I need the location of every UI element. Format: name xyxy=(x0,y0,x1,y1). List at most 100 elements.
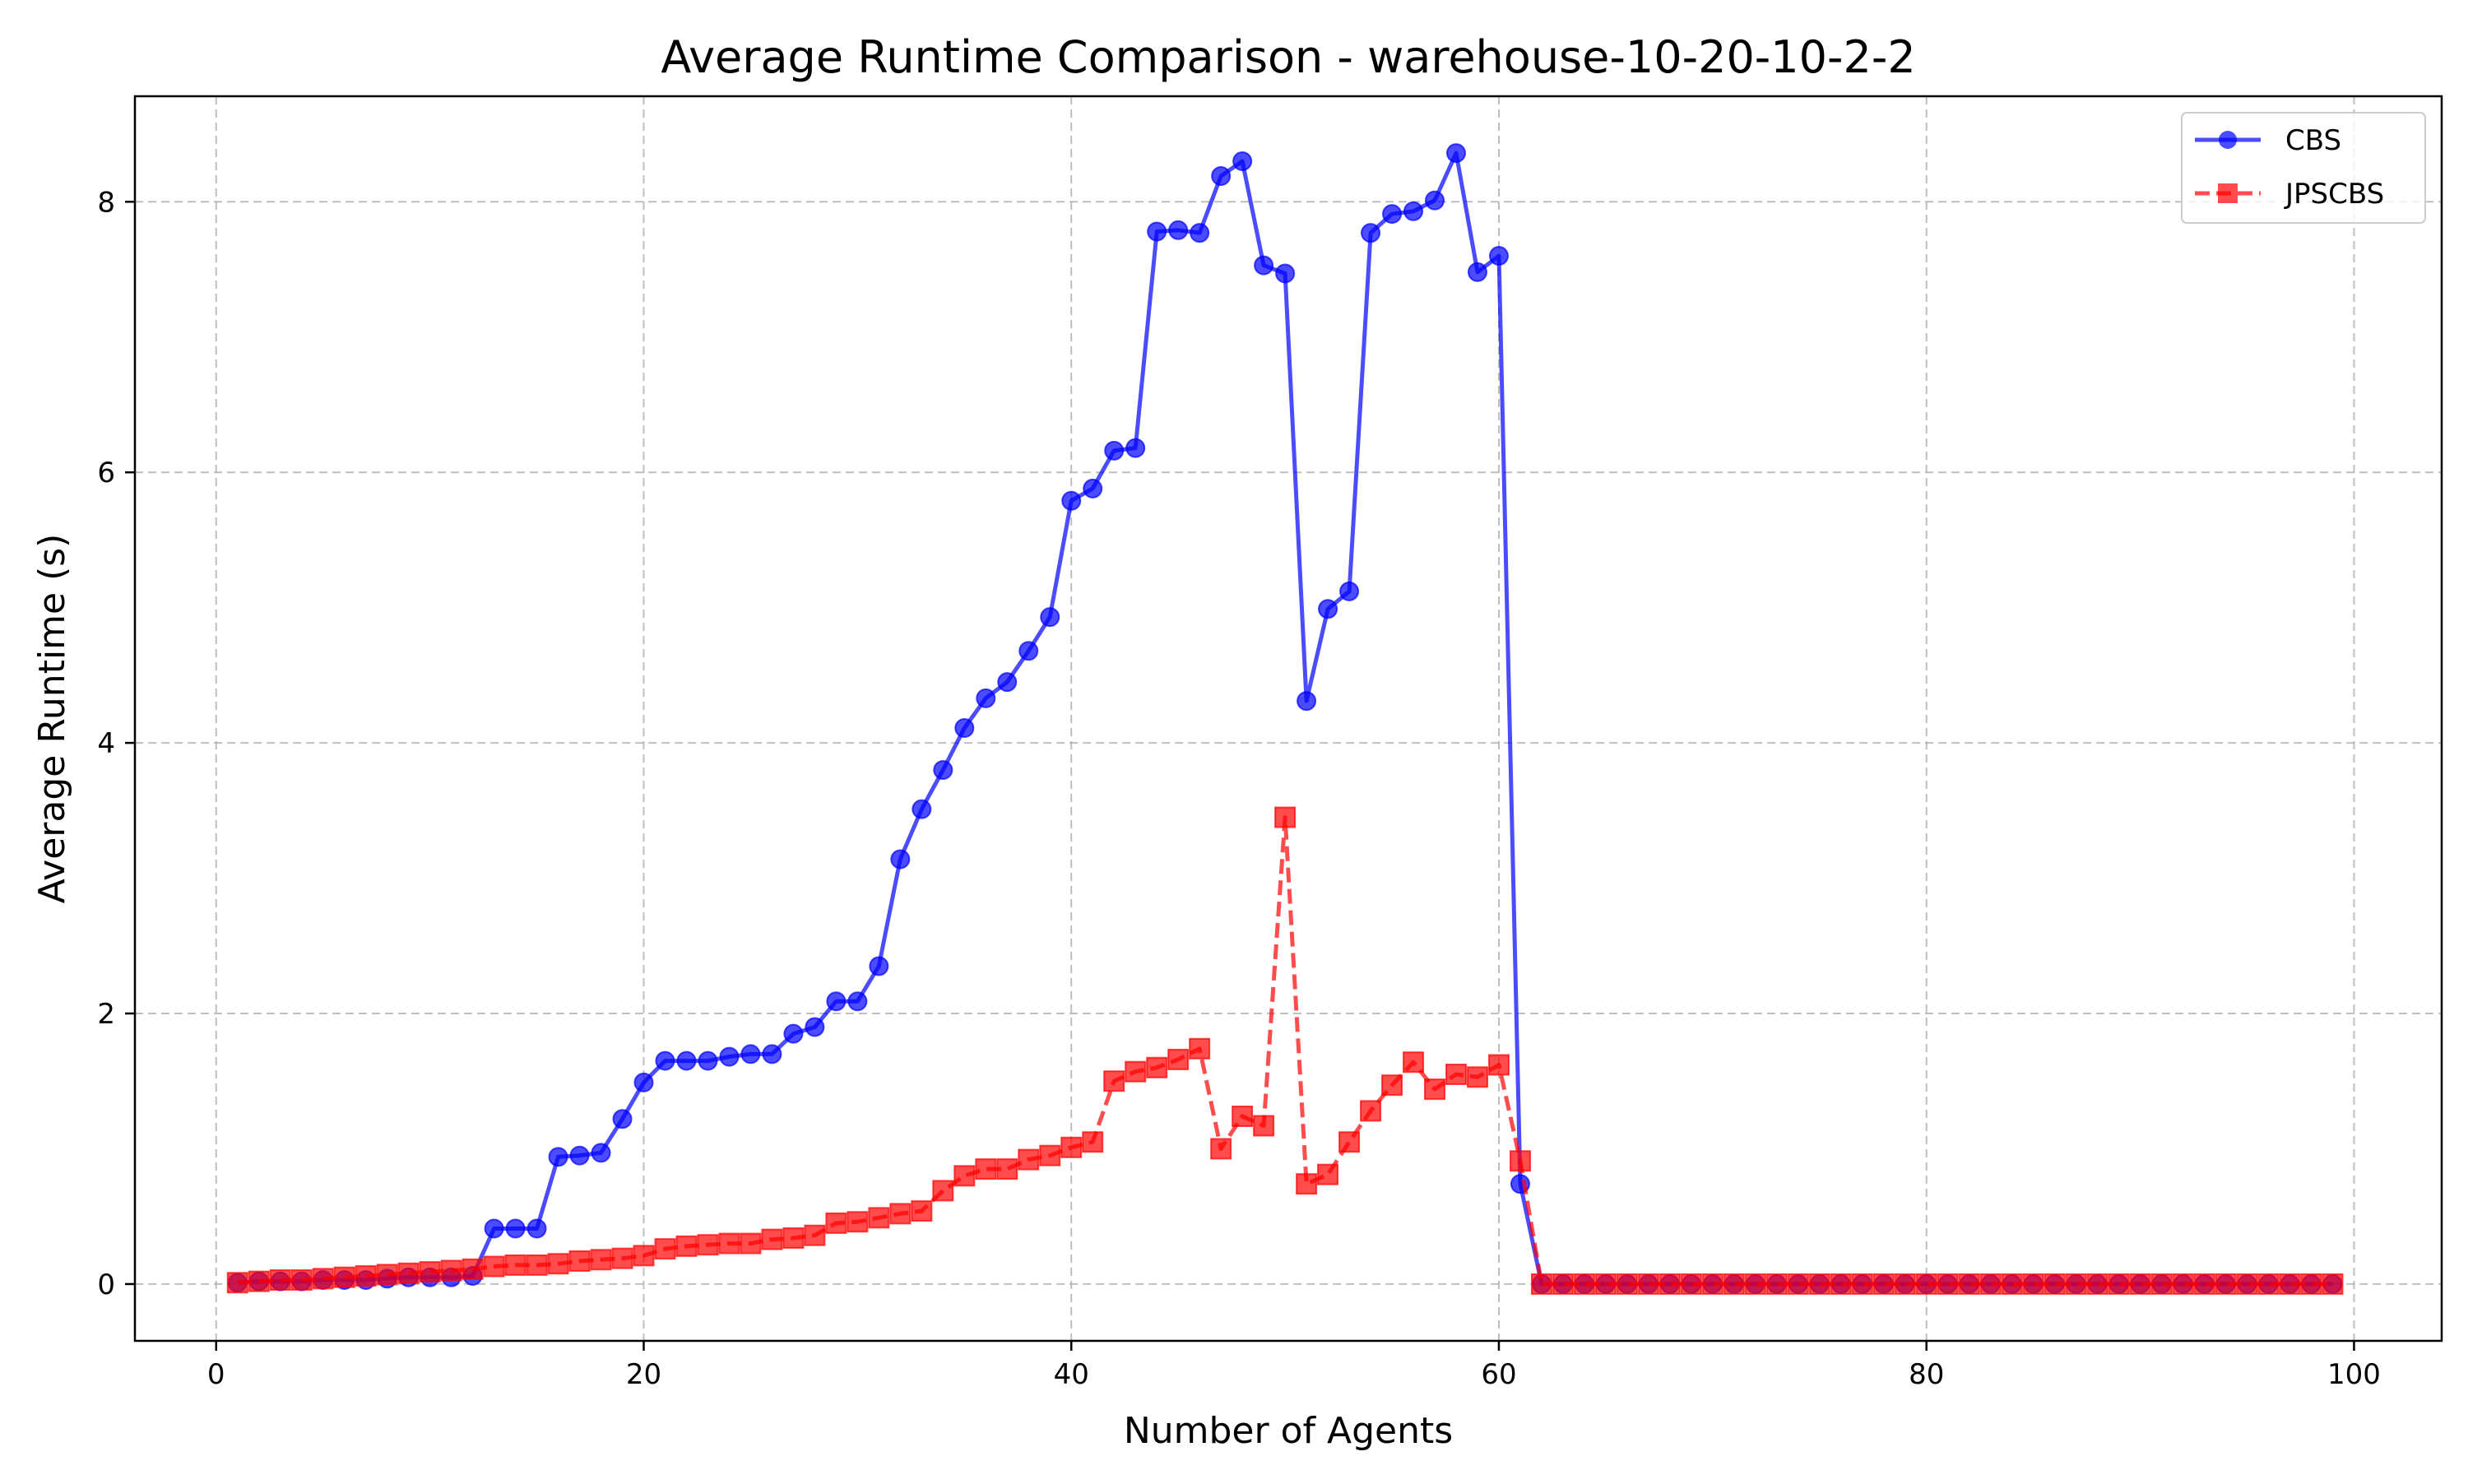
cbs-point xyxy=(1361,223,1381,243)
y-tick-label: 2 xyxy=(97,998,115,1031)
jpscbs-point xyxy=(483,1255,505,1278)
cbs-point xyxy=(1297,691,1317,712)
y-tick-label: 4 xyxy=(97,727,115,760)
jpscbs-point xyxy=(1445,1064,1467,1086)
jpscbs-point xyxy=(1637,1273,1659,1295)
jpscbs-point xyxy=(1403,1051,1425,1074)
cbs-point xyxy=(826,991,847,1012)
jpscbs-point xyxy=(376,1264,398,1286)
jpscbs-point xyxy=(782,1227,805,1250)
chart-title: Average Runtime Comparison - warehouse-1… xyxy=(661,31,1915,83)
jpscbs-point xyxy=(2193,1273,2215,1295)
cbs-point xyxy=(1190,223,1210,243)
jpscbs-point xyxy=(1189,1037,1211,1060)
jpscbs-point xyxy=(312,1268,334,1290)
jpscbs-point xyxy=(1744,1273,1766,1295)
x-tick-label: 20 xyxy=(626,1358,661,1391)
jpscbs-point xyxy=(1146,1056,1168,1078)
cbs-point xyxy=(1403,201,1424,221)
jpscbs-point xyxy=(1296,1173,1318,1195)
jpscbs-point xyxy=(1487,1054,1510,1076)
jpscbs-point xyxy=(1958,1273,1980,1295)
jpscbs-point xyxy=(975,1158,997,1180)
cbs-point xyxy=(1061,490,1082,511)
x-tick-label: 100 xyxy=(2327,1358,2381,1391)
jpscbs-point xyxy=(1466,1066,1488,1088)
jpscbs-point xyxy=(611,1247,633,1269)
cbs-point xyxy=(933,759,953,780)
jpscbs-point xyxy=(1979,1273,2002,1295)
jpscbs-point xyxy=(1552,1273,1574,1295)
cbs-point xyxy=(1147,221,1167,242)
jpscbs-point xyxy=(1787,1273,1809,1295)
cbs-point xyxy=(1382,204,1403,225)
jpscbs-point xyxy=(761,1228,783,1250)
axis-ticks: 0 20 40 60 80 100 0 2 4 6 8 xyxy=(97,186,2381,1391)
jpscbs-point xyxy=(1872,1273,1895,1295)
jpscbs-point xyxy=(2065,1273,2087,1295)
jpscbs-point xyxy=(1808,1273,1830,1295)
jpscbs-point xyxy=(462,1258,484,1280)
cbs-point xyxy=(569,1145,590,1166)
jpscbs-point xyxy=(568,1250,591,1272)
cbs-point xyxy=(1168,220,1189,240)
jpscbs-point xyxy=(333,1266,355,1288)
jpscbs-point xyxy=(2129,1273,2151,1295)
cbs-point xyxy=(719,1046,740,1067)
jpscbs-point xyxy=(675,1235,698,1257)
jpscbs-point xyxy=(1167,1048,1190,1070)
cbs-point xyxy=(1318,599,1338,619)
x-tick-label: 0 xyxy=(207,1358,225,1391)
jpscbs-point xyxy=(889,1203,912,1225)
jpscbs-point xyxy=(1573,1273,1595,1295)
jpscbs-point xyxy=(911,1200,933,1222)
legend: CBS JPSCBS xyxy=(2181,112,2426,224)
jpscbs-point xyxy=(1530,1273,1552,1295)
jpscbs-point xyxy=(2322,1273,2344,1295)
plot-frame xyxy=(133,95,2443,1343)
cbs-point xyxy=(976,688,996,708)
jpscbs-point xyxy=(2150,1273,2173,1295)
jpscbs-point xyxy=(1701,1273,1723,1295)
jpscbs-point xyxy=(440,1259,462,1282)
jpscbs-point xyxy=(1103,1070,1125,1092)
jpscbs-point xyxy=(1360,1100,1382,1122)
cbs-point xyxy=(912,799,932,819)
x-tick-label: 40 xyxy=(1054,1358,1089,1391)
jpscbs-point xyxy=(1338,1131,1361,1153)
jpscbs-point xyxy=(547,1253,569,1275)
cbs-point xyxy=(1445,143,1466,164)
jpscbs-point xyxy=(1915,1273,1937,1295)
legend-entries: CBS JPSCBS xyxy=(2195,124,2384,211)
cbs-point xyxy=(890,849,911,870)
cbs-point xyxy=(1104,440,1125,461)
jpscbs-point xyxy=(248,1270,270,1292)
x-tick-label: 60 xyxy=(1481,1358,1516,1391)
jpscbs-point xyxy=(1317,1163,1339,1185)
cbs-point xyxy=(548,1147,568,1167)
jpscbs-point xyxy=(847,1211,869,1233)
jpscbs-point xyxy=(1616,1273,1638,1295)
jpscbs-point xyxy=(526,1254,548,1276)
cbs-point xyxy=(676,1050,697,1071)
jpscbs-point xyxy=(996,1158,1018,1180)
jpscbs-point xyxy=(2257,1273,2280,1295)
jpscbs-point xyxy=(1509,1150,1531,1172)
y-axis-label: Average Runtime (s) xyxy=(31,534,73,904)
jpscbs-point xyxy=(397,1262,420,1284)
cbs-point xyxy=(1125,438,1146,458)
cbs-point xyxy=(1425,190,1445,211)
cbs-point xyxy=(740,1044,761,1064)
cbs-point xyxy=(954,718,975,739)
legend-label: JPSCBS xyxy=(2284,178,2384,211)
jpscbs-point xyxy=(290,1268,313,1291)
y-tick-label: 8 xyxy=(97,186,115,219)
cbs-point xyxy=(527,1218,547,1239)
cbs-point xyxy=(1254,255,1274,276)
cbs-point xyxy=(591,1143,611,1163)
cbs-point xyxy=(484,1218,504,1239)
jpscbs-point xyxy=(355,1265,377,1287)
jpscbs-point xyxy=(825,1212,847,1234)
